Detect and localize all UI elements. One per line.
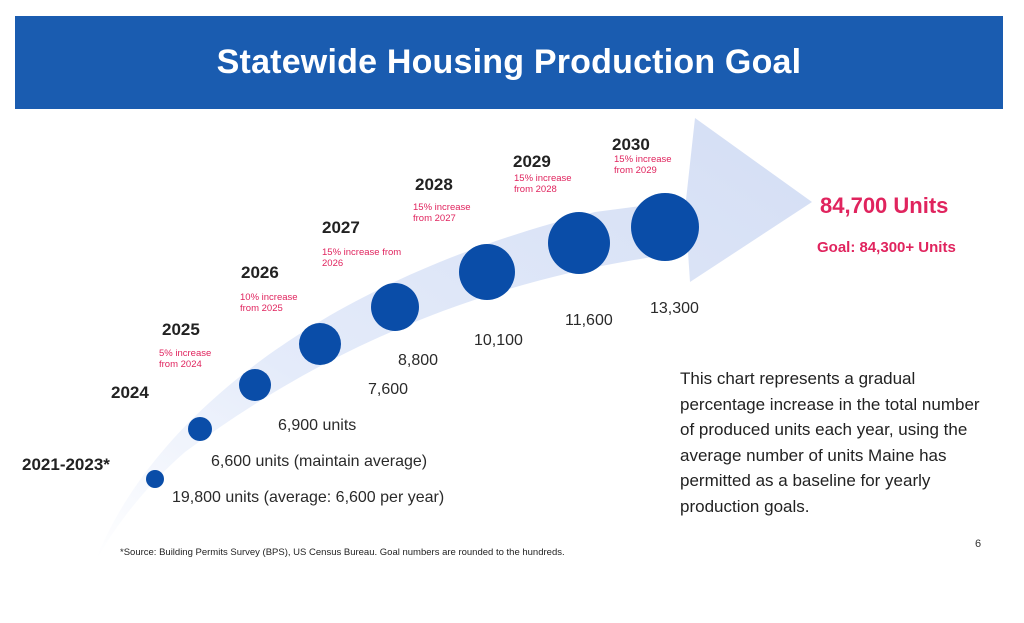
increase-label: 15% increase from 2028 [514,173,572,195]
value-label: 6,600 units (maintain average) [211,453,427,470]
year-label: 2025 [162,320,200,339]
value-label: 10,100 [474,332,523,349]
value-label: 13,300 [650,300,699,317]
value-label: 19,800 units (average: 6,600 per year) [172,489,444,506]
year-label: 2026 [241,263,279,282]
year-label: 2029 [513,152,551,171]
data-point [239,369,271,401]
increase-label: 15% increase from 2027 [413,202,471,224]
data-point [459,244,515,300]
value-label: 7,600 [368,381,408,398]
source-note: *Source: Building Permits Survey (BPS), … [120,547,565,558]
total-units: 84,700 Units [820,193,949,218]
data-point [146,470,164,488]
page-title: Statewide Housing Production Goal [216,43,802,81]
increase-label: 15% increase from 2026 [322,247,401,269]
increase-label: 5% increase from 2024 [159,348,211,370]
year-label: 2030 [612,135,650,154]
data-point [371,283,419,331]
year-label: 2021-2023* [22,455,110,474]
chart-description: This chart represents a gradual percenta… [680,369,980,516]
year-label: 2028 [415,175,453,194]
year-label: 2024 [111,383,149,402]
title-banner: Statewide Housing Production Goal [15,16,1003,109]
value-label: 11,600 [565,312,613,329]
data-point [631,193,699,261]
increase-label: 10% increase from 2025 [240,292,298,314]
increase-label: 15% increase from 2029 [614,154,672,176]
data-point [299,323,341,365]
goal-label: Goal: 84,300+ Units [817,239,956,256]
year-label: 2027 [322,218,360,237]
value-label: 8,800 [398,352,438,369]
data-point [548,212,610,274]
page-number: 6 [975,538,982,550]
data-point [188,417,212,441]
value-label: 6,900 units [278,417,356,434]
